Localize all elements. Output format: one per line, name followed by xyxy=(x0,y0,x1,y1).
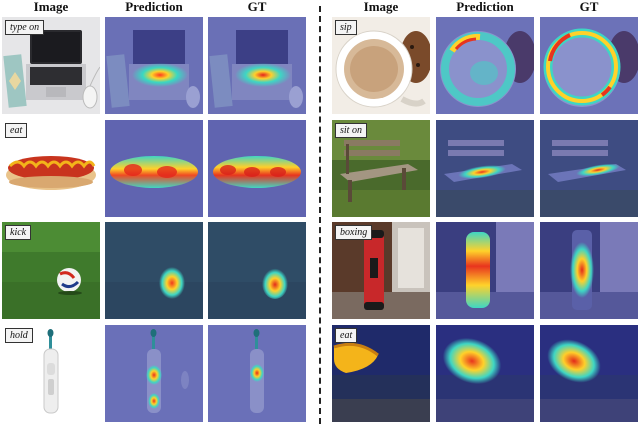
verb-label: eat xyxy=(5,123,28,138)
gt-bread xyxy=(540,325,638,422)
prediction-coffee xyxy=(436,17,534,114)
header-image-right: Image xyxy=(363,0,399,14)
hotdog-photo xyxy=(2,120,100,217)
gt-hotdog xyxy=(208,120,306,217)
gt-ball xyxy=(208,222,306,319)
heatmap-bread-pred xyxy=(436,325,534,422)
gt-punching-bag xyxy=(540,222,638,319)
header-gt-left: GT xyxy=(247,0,267,14)
heatmap-toothbrush-pred xyxy=(105,325,203,422)
heatmap-bench-pred xyxy=(436,120,534,217)
verb-label: kick xyxy=(5,225,32,240)
verb-label: type on xyxy=(5,20,45,35)
image-punching-bag: boxing xyxy=(332,222,430,319)
heatmap-ball-gt xyxy=(208,222,306,319)
image-bread: eat xyxy=(332,325,430,422)
prediction-bread xyxy=(436,325,534,422)
heatmap-laptop-gt xyxy=(208,17,306,114)
heatmap-ball-pred xyxy=(105,222,203,319)
heatmap-coffee-pred xyxy=(436,17,534,114)
gt-coffee xyxy=(540,17,638,114)
prediction-toothbrush xyxy=(105,325,203,422)
heatmap-hotdog-pred xyxy=(105,120,203,217)
image-laptop: type on xyxy=(2,17,100,114)
prediction-bench xyxy=(436,120,534,217)
coffee-photo xyxy=(332,17,430,114)
gt-laptop xyxy=(208,17,306,114)
image-coffee: sip xyxy=(332,17,430,114)
header-gt-right: GT xyxy=(579,0,599,14)
heatmap-toothbrush-gt xyxy=(208,325,306,422)
heatmap-punching-bag-pred xyxy=(436,222,534,319)
header-prediction-left: Prediction xyxy=(125,0,183,14)
gt-bench xyxy=(540,120,638,217)
laptop-photo xyxy=(2,17,100,114)
verb-label: sit on xyxy=(335,123,367,138)
prediction-punching-bag xyxy=(436,222,534,319)
bread-photo xyxy=(332,325,430,422)
heatmap-punching-bag-gt xyxy=(540,222,638,319)
gt-toothbrush xyxy=(208,325,306,422)
image-bench: sit on xyxy=(332,120,430,217)
prediction-ball xyxy=(105,222,203,319)
header-prediction-right: Prediction xyxy=(456,0,514,14)
image-hotdog: eat xyxy=(2,120,100,217)
prediction-laptop xyxy=(105,17,203,114)
image-toothbrush: hold xyxy=(2,325,100,422)
verb-label: sip xyxy=(335,20,357,35)
verb-label: boxing xyxy=(335,225,373,240)
punching-bag-photo xyxy=(332,222,430,319)
prediction-hotdog xyxy=(105,120,203,217)
heatmap-bread-gt xyxy=(540,325,638,422)
verb-label: eat xyxy=(335,328,358,343)
heatmap-bench-gt xyxy=(540,120,638,217)
heatmap-laptop-pred xyxy=(105,17,203,114)
image-ball: kick xyxy=(2,222,100,319)
verb-label: hold xyxy=(5,328,33,343)
header-image-left: Image xyxy=(33,0,69,14)
column-divider xyxy=(319,6,321,424)
heatmap-hotdog-gt xyxy=(208,120,306,217)
heatmap-coffee-gt xyxy=(540,17,638,114)
